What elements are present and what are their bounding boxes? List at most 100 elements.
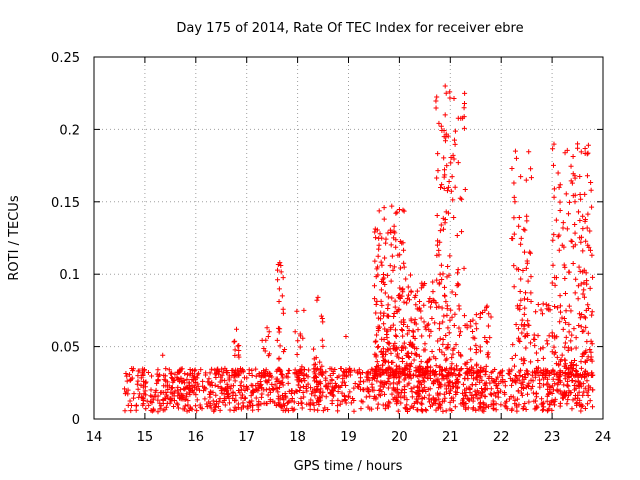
data-point: [452, 404, 458, 410]
data-point: [450, 347, 456, 353]
data-point: [547, 402, 553, 408]
chart-title: Day 175 of 2014, Rate Of TEC Index for r…: [176, 21, 523, 36]
data-point: [196, 370, 202, 376]
data-point: [195, 381, 201, 387]
data-point: [425, 376, 431, 382]
data-point: [549, 280, 555, 286]
data-point: [466, 397, 472, 403]
data-point: [530, 378, 536, 384]
data-point: [469, 382, 475, 388]
data-point: [392, 373, 398, 379]
data-point: [410, 333, 416, 339]
data-point: [392, 345, 398, 351]
data-point: [455, 160, 461, 166]
data-point: [583, 270, 589, 276]
data-point: [576, 323, 582, 329]
data-point: [199, 406, 205, 412]
data-point: [418, 315, 424, 321]
data-point: [433, 363, 439, 369]
data-point: [338, 366, 344, 372]
data-point: [571, 387, 577, 393]
data-point: [463, 400, 469, 406]
data-point: [210, 389, 216, 395]
data-point: [568, 178, 574, 184]
data-point: [276, 299, 282, 305]
data-point: [436, 326, 442, 332]
data-point: [472, 335, 478, 341]
data-point: [315, 294, 321, 300]
data-point: [378, 372, 384, 378]
data-point: [453, 292, 459, 298]
data-point: [194, 408, 200, 414]
data-point: [458, 329, 464, 335]
data-point: [255, 380, 261, 386]
data-point: [480, 368, 486, 374]
data-point: [131, 391, 137, 397]
data-point: [461, 265, 467, 271]
data-point: [135, 378, 141, 384]
data-point: [392, 298, 398, 304]
data-point: [582, 191, 588, 197]
data-point: [550, 376, 556, 382]
data-point: [249, 372, 255, 378]
data-point: [437, 271, 443, 277]
data-point: [416, 368, 422, 374]
data-point: [393, 244, 399, 250]
data-point: [169, 375, 175, 381]
data-point: [317, 389, 323, 395]
data-point: [512, 352, 518, 358]
data-point: [585, 302, 591, 308]
data-point: [517, 306, 523, 312]
data-point: [214, 401, 220, 407]
data-point: [550, 146, 556, 152]
data-point: [563, 365, 569, 371]
data-point: [540, 407, 546, 413]
data-point: [576, 389, 582, 395]
data-point: [474, 326, 480, 332]
data-point: [437, 228, 443, 234]
data-point: [572, 192, 578, 198]
data-point: [507, 396, 513, 402]
data-point: [470, 406, 476, 412]
data-point: [454, 283, 460, 289]
data-point: [576, 384, 582, 390]
x-tick-label: 21: [442, 430, 459, 445]
data-point: [483, 339, 489, 345]
data-point: [462, 392, 468, 398]
data-point: [122, 386, 128, 392]
data-point: [458, 115, 464, 121]
data-point: [219, 386, 225, 392]
data-point: [363, 394, 369, 400]
data-point: [540, 311, 546, 317]
data-point: [568, 238, 574, 244]
data-point: [477, 348, 483, 354]
data-point: [389, 295, 395, 301]
data-point: [424, 365, 430, 371]
data-point: [505, 370, 511, 376]
data-point: [487, 335, 493, 341]
data-point: [518, 235, 524, 241]
data-point: [555, 382, 561, 388]
data-point: [412, 294, 418, 300]
data-point: [557, 199, 563, 205]
data-point: [417, 305, 423, 311]
data-point: [297, 333, 303, 339]
data-point: [421, 347, 427, 353]
data-point: [384, 328, 390, 334]
data-point: [341, 393, 347, 399]
data-point: [551, 344, 557, 350]
data-point: [280, 382, 286, 388]
data-point: [377, 393, 383, 399]
data-point: [455, 380, 461, 386]
data-point: [187, 385, 193, 391]
data-point: [401, 208, 407, 214]
data-point: [264, 401, 270, 407]
data-point: [404, 300, 410, 306]
data-point: [332, 385, 338, 391]
data-point: [387, 227, 393, 233]
data-point: [564, 147, 570, 153]
data-point: [586, 305, 592, 311]
data-point: [517, 289, 523, 295]
data-point: [418, 285, 424, 291]
data-point: [285, 408, 291, 414]
